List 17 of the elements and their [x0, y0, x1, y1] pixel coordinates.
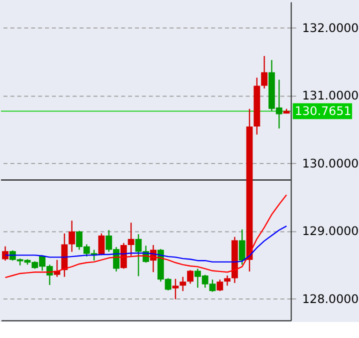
- candlestick: [238, 228, 246, 266]
- candlestick: [187, 269, 194, 284]
- y-tick-label: 130.0000: [302, 156, 359, 170]
- y-tick-label: 128.0000: [302, 292, 359, 306]
- candlestick: [261, 55, 268, 90]
- candlestick: [172, 278, 179, 300]
- candlestick: [216, 278, 224, 292]
- y-tick-label: 131.0000: [302, 88, 359, 103]
- line-series: [4, 194, 288, 278]
- candlestick: [224, 274, 231, 286]
- candlestick: [98, 232, 105, 256]
- y-tick-label: 132.0000: [302, 20, 359, 35]
- candlestick: [128, 222, 134, 256]
- ref-line-label: 130.7651: [294, 104, 352, 118]
- y-tick-label: 129.0000: [302, 224, 359, 238]
- candlestick: [180, 276, 186, 292]
- candlestick: [68, 220, 76, 252]
